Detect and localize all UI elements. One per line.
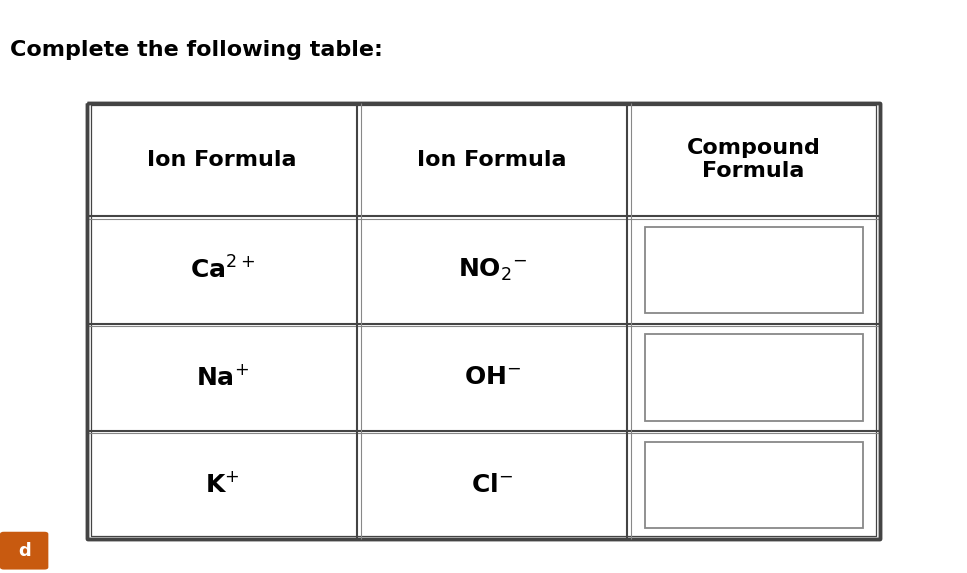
Bar [645, 442, 863, 528]
Bar [645, 334, 863, 421]
Bar [645, 227, 863, 313]
Text: Na$^{+}$: Na$^{+}$ [195, 365, 249, 390]
Text: K$^{+}$: K$^{+}$ [205, 472, 240, 497]
Text: NO$_2$$^{-}$: NO$_2$$^{-}$ [457, 257, 527, 283]
Text: OH$^{-}$: OH$^{-}$ [463, 366, 521, 390]
Text: Ca$^{2+}$: Ca$^{2+}$ [190, 257, 254, 284]
Text: Compound
Formula: Compound Formula [687, 138, 821, 181]
FancyBboxPatch shape [0, 532, 48, 570]
Text: Cl$^{-}$: Cl$^{-}$ [471, 473, 513, 497]
Text: d: d [17, 541, 31, 560]
Text: Complete the following table:: Complete the following table: [10, 40, 383, 60]
Text: Ion Formula: Ion Formula [147, 150, 297, 170]
Text: Ion Formula: Ion Formula [418, 150, 567, 170]
